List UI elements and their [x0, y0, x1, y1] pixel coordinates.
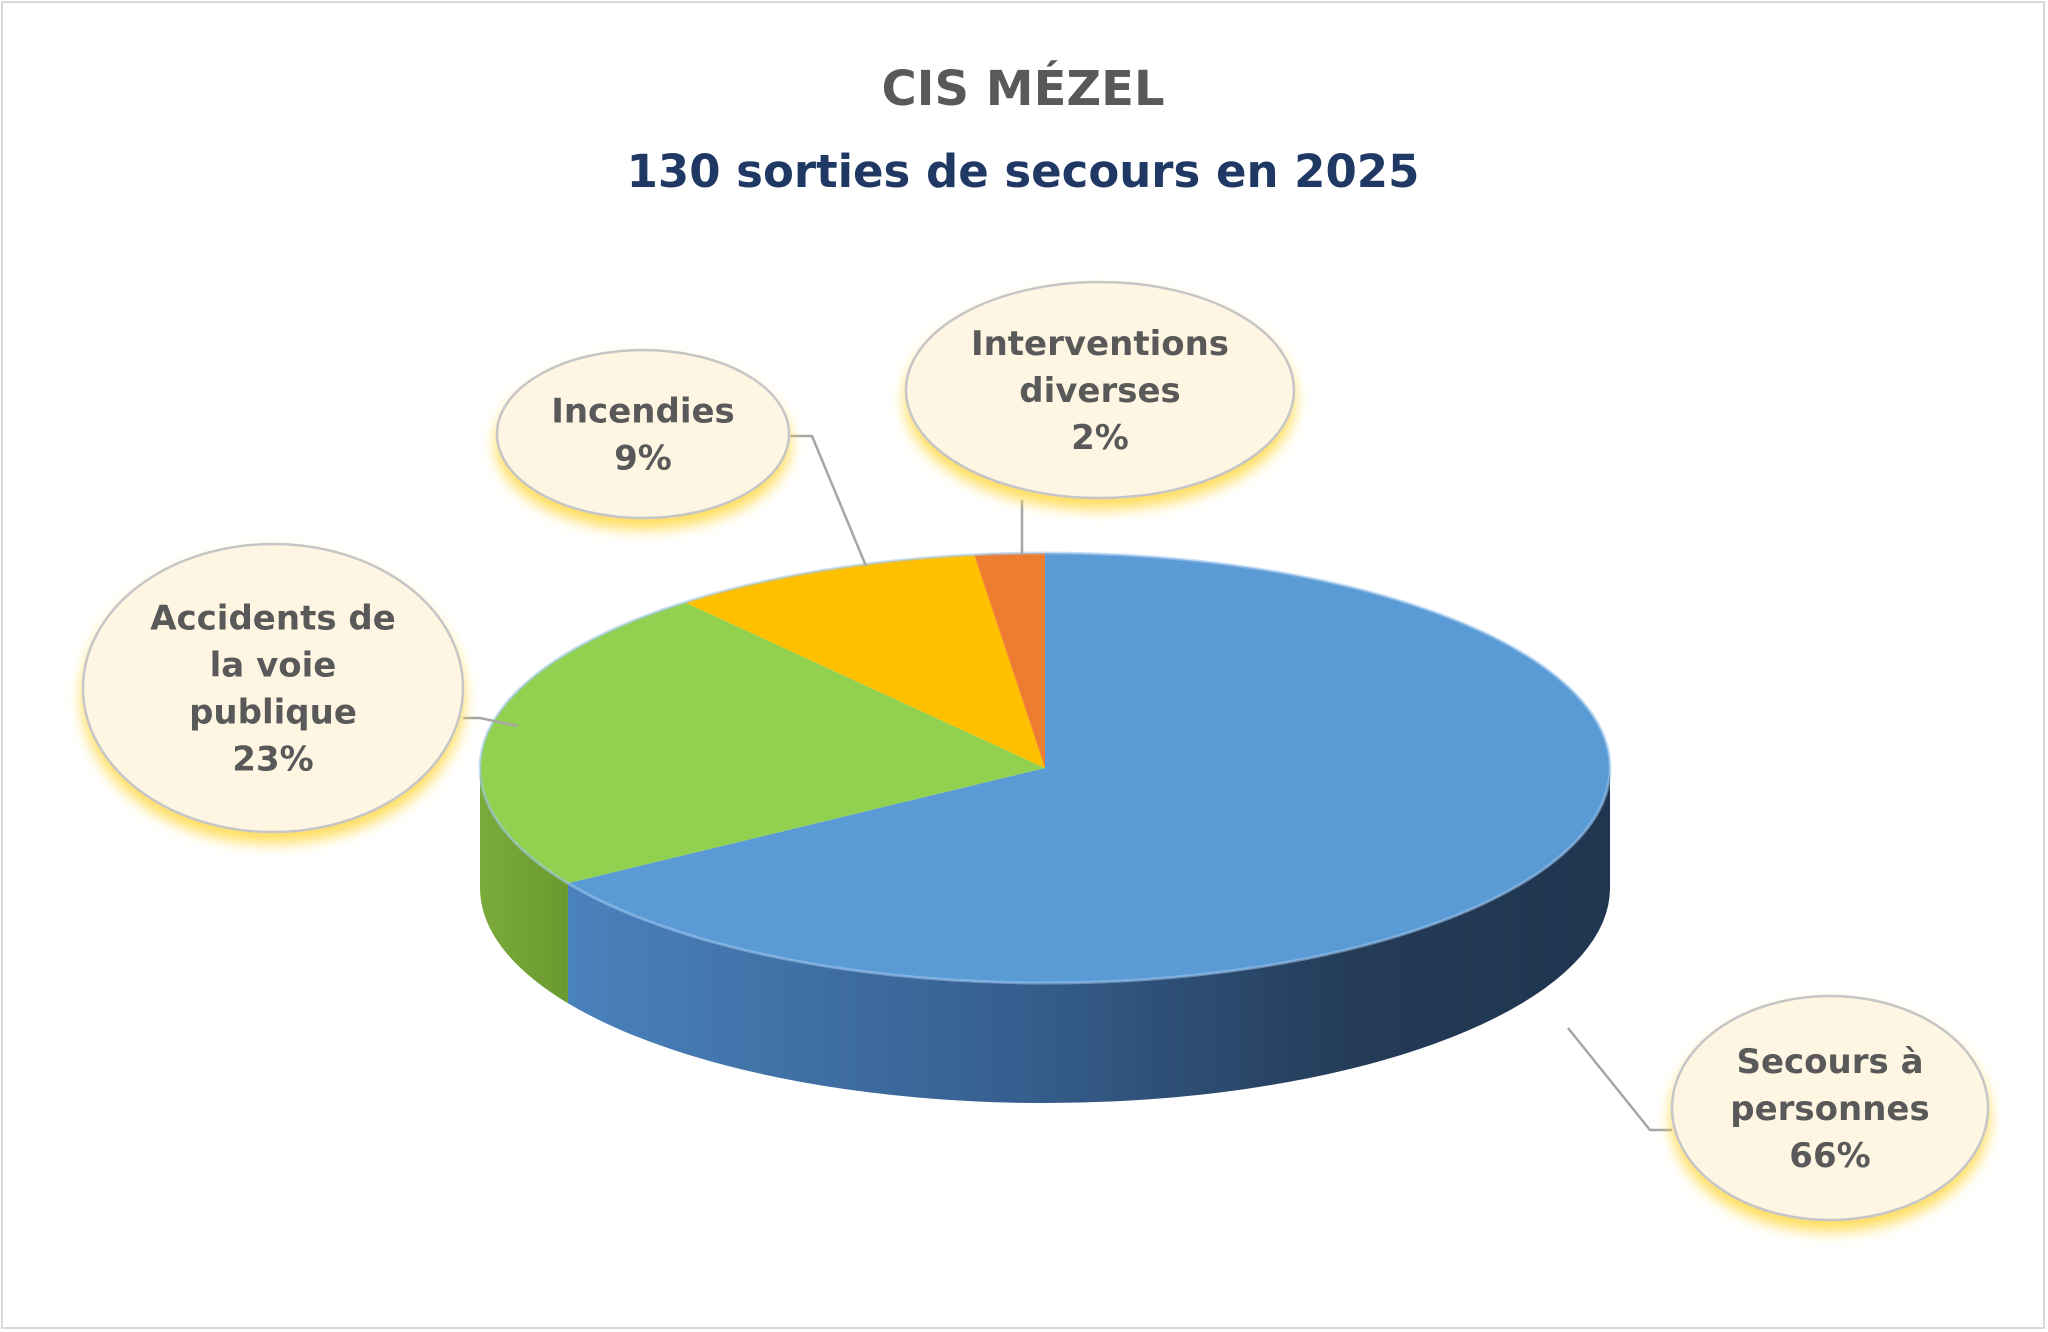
- slice-label-0: Secours à personnes: [1730, 1042, 1929, 1129]
- pie-rim: [478, 551, 1612, 985]
- data-label-3: Interventions diverses 2%: [904, 280, 1296, 500]
- pie-side-0: [567, 768, 1610, 1103]
- pie-slice-0: [567, 553, 1611, 984]
- data-label-1: Accidents de la voie publique 23%: [81, 542, 465, 834]
- pie-slice-2: [684, 554, 1045, 768]
- pie-top: [478, 551, 1612, 985]
- slice-percent-0: 66%: [1789, 1136, 1870, 1176]
- slice-label-1: Accidents de la voie publique: [150, 599, 396, 733]
- slice-label-2: Incendies: [551, 392, 735, 432]
- chart-subtitle: 130 sorties de secours en 2025: [626, 145, 1420, 198]
- leader-line-2: [790, 434, 868, 567]
- slice-percent-2: 9%: [614, 439, 672, 479]
- slice-percent-3: 2%: [1071, 418, 1129, 458]
- slice-label-3: Interventions diverses: [971, 324, 1229, 411]
- leader-line-1: [463, 716, 519, 728]
- label-bubble-1: [81, 542, 465, 834]
- label-bubble-3: [904, 280, 1296, 500]
- leader-line-0: [1567, 1027, 1672, 1132]
- pie-side-1: [480, 768, 568, 1004]
- pie-slice-3: [974, 553, 1045, 768]
- data-label-bubbles: Secours à personnes 66% Accidents de la voie…: [81, 280, 1990, 1222]
- slice-percent-1: 23%: [232, 740, 313, 780]
- data-label-2: Incendies 9%: [495, 348, 791, 520]
- pie-side: [480, 768, 1610, 1103]
- leader-lines: [463, 434, 1672, 1132]
- pie-slice-1: [480, 602, 1045, 884]
- chart-title: CIS MÉZEL: [881, 61, 1165, 117]
- label-bubble-0: [1670, 994, 1990, 1222]
- data-label-0: Secours à personnes 66%: [1670, 994, 1990, 1222]
- label-bubble-2: [495, 348, 791, 520]
